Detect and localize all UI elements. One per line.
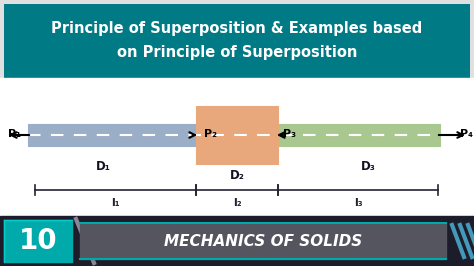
Text: 10: 10 — [18, 227, 57, 255]
Bar — [80, 223, 446, 259]
Text: Principle of Superposition & Examples based: Principle of Superposition & Examples ba… — [51, 20, 423, 35]
Text: P₄: P₄ — [460, 129, 473, 139]
Text: D₁: D₁ — [96, 160, 110, 173]
Text: l₂: l₂ — [233, 198, 241, 208]
Text: l₁: l₁ — [111, 198, 120, 208]
Text: P₁: P₁ — [8, 129, 21, 139]
Text: P₂: P₂ — [204, 129, 217, 139]
Text: on Principle of Superposition: on Principle of Superposition — [117, 44, 357, 60]
Bar — [4, 220, 72, 262]
Text: D₂: D₂ — [229, 169, 245, 182]
Bar — [196, 106, 278, 164]
Bar — [4, 4, 470, 78]
Text: D₃: D₃ — [361, 160, 375, 173]
Bar — [276, 124, 440, 146]
Text: P₃: P₃ — [283, 129, 296, 139]
Bar — [28, 124, 198, 146]
Bar — [0, 216, 474, 266]
Text: MECHANICS OF SOLIDS: MECHANICS OF SOLIDS — [164, 234, 362, 248]
Text: l₃: l₃ — [354, 198, 362, 208]
Bar — [0, 78, 474, 218]
